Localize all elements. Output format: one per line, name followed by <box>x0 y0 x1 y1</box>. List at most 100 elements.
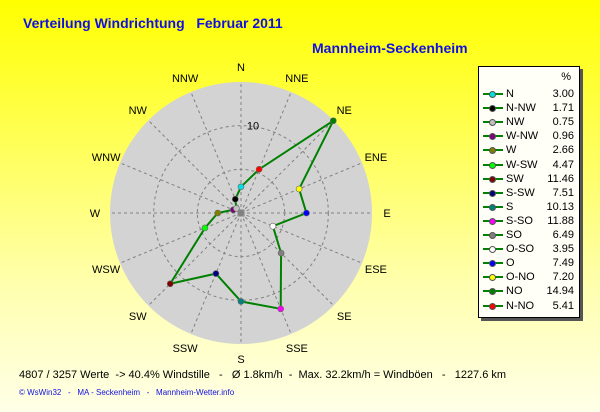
data-point-w <box>214 209 222 217</box>
data-point-ne <box>329 117 337 125</box>
direction-label: NE <box>337 105 352 117</box>
legend-value: 3.00 <box>552 88 574 100</box>
legend-item: W 2.66 <box>479 143 579 157</box>
legend-dot <box>489 288 496 296</box>
direction-label: WNW <box>92 152 121 164</box>
legend-line-marker <box>483 91 503 98</box>
legend-dot <box>489 302 496 310</box>
direction-label: SE <box>337 311 352 323</box>
data-point-nne <box>255 166 263 173</box>
legend-line-marker <box>483 232 503 239</box>
data-point-se <box>277 249 285 257</box>
direction-label: NW <box>129 105 148 117</box>
legend-label: S-SW <box>506 186 535 199</box>
legend-value: 1.71 <box>552 102 574 115</box>
legend-line-marker <box>483 133 503 141</box>
legend-item: N 3.00 <box>479 87 579 101</box>
legend-label: S-SO <box>506 214 533 227</box>
data-point-n <box>237 183 245 191</box>
direction-label: WSW <box>92 264 121 276</box>
grid-spoke <box>119 212 242 264</box>
legend-label: NW <box>506 116 525 129</box>
data-point-ese <box>269 222 277 230</box>
legend-dot <box>489 147 496 155</box>
legend-label: W <box>506 144 517 157</box>
center-marker <box>237 209 245 217</box>
legend-line-marker <box>483 105 503 113</box>
legend-dot <box>489 119 496 127</box>
stats-line: 4807 / 3257 Werte -> 40.4% Windstille - … <box>19 369 507 381</box>
legend-value: 7.49 <box>552 257 574 270</box>
legend-value: 7.51 <box>552 186 574 199</box>
legend-value: 0.96 <box>552 130 574 143</box>
legend-item: NO 14.94 <box>479 284 579 298</box>
legend-item: SW 11.46 <box>479 172 579 186</box>
legend-dot <box>489 133 496 141</box>
legend-label: W-NW <box>506 130 539 143</box>
direction-label: ENE <box>365 152 388 164</box>
legend-label: O-NO <box>506 271 535 284</box>
legend-value: 6.49 <box>552 229 574 241</box>
legend-line-marker <box>483 274 503 282</box>
legend-label: W-SW <box>506 158 538 171</box>
legend-label: N <box>506 88 514 100</box>
legend: % N 3.00 N-NW 1.71 NW 0.75 W-NW 0.96 W 2… <box>478 66 580 318</box>
legend-label: N-NO <box>506 299 535 312</box>
grid-spoke <box>190 212 242 335</box>
grid-spoke <box>240 212 363 264</box>
legend-value: 0.75 <box>552 116 574 129</box>
legend-value: 10.13 <box>546 200 574 213</box>
data-point-ene <box>295 185 303 193</box>
legend-item: S 10.13 <box>479 200 579 214</box>
direction-label: ESE <box>365 264 387 276</box>
legend-line-marker <box>483 147 503 155</box>
grid-spoke <box>240 91 292 214</box>
legend-value: 7.20 <box>552 271 574 284</box>
grid-spoke <box>148 212 242 306</box>
legend-value: 11.46 <box>547 172 574 185</box>
legend-line-marker <box>483 217 503 225</box>
legend-dot <box>489 175 496 183</box>
legend-value: 3.95 <box>552 243 574 256</box>
legend-dot <box>489 91 496 98</box>
radial-tick-label: 10 <box>247 121 259 133</box>
legend-line-marker <box>483 288 503 296</box>
legend-value: 5.41 <box>552 299 574 312</box>
legend-dot <box>489 246 496 254</box>
legend-line-marker <box>483 189 503 197</box>
legend-item: NW 0.75 <box>479 115 579 129</box>
grid-spoke <box>119 162 242 214</box>
grid-spoke <box>240 162 363 214</box>
legend-label: NO <box>506 285 523 298</box>
legend-dot <box>489 189 496 197</box>
grid-spoke <box>240 212 334 306</box>
direction-label: NNE <box>285 73 308 85</box>
legend-unit: % <box>561 71 571 83</box>
grid-ring <box>153 125 329 301</box>
legend-value: 4.47 <box>552 158 574 171</box>
legend-dot <box>489 105 496 113</box>
direction-label: S <box>237 354 244 366</box>
data-point-nnw <box>231 195 239 203</box>
grid-spoke <box>190 91 242 214</box>
footer-credits: © WsWin32 - MA - Seckenheim - Mannheim-W… <box>19 388 235 397</box>
legend-dot <box>489 274 496 282</box>
direction-label: W <box>90 208 101 220</box>
data-point-sw <box>166 280 174 288</box>
station-name: Mannheim-Seckenheim <box>312 40 468 56</box>
legend-label: SW <box>506 172 524 185</box>
data-point-s <box>237 298 245 305</box>
legend-line-marker <box>483 302 503 310</box>
legend-line-marker <box>483 161 503 169</box>
data-point-e <box>303 209 310 217</box>
direction-label: E <box>383 208 390 220</box>
data-point-ssw <box>212 270 220 277</box>
legend-label: O <box>506 257 515 270</box>
legend-item: O 7.49 <box>479 256 579 270</box>
legend-item: O-NO 7.20 <box>479 270 579 284</box>
grid-spoke <box>240 120 334 214</box>
legend-label: O-SO <box>506 243 535 256</box>
legend-item: O-SO 3.95 <box>479 242 579 256</box>
legend-label: N-NW <box>506 102 536 115</box>
